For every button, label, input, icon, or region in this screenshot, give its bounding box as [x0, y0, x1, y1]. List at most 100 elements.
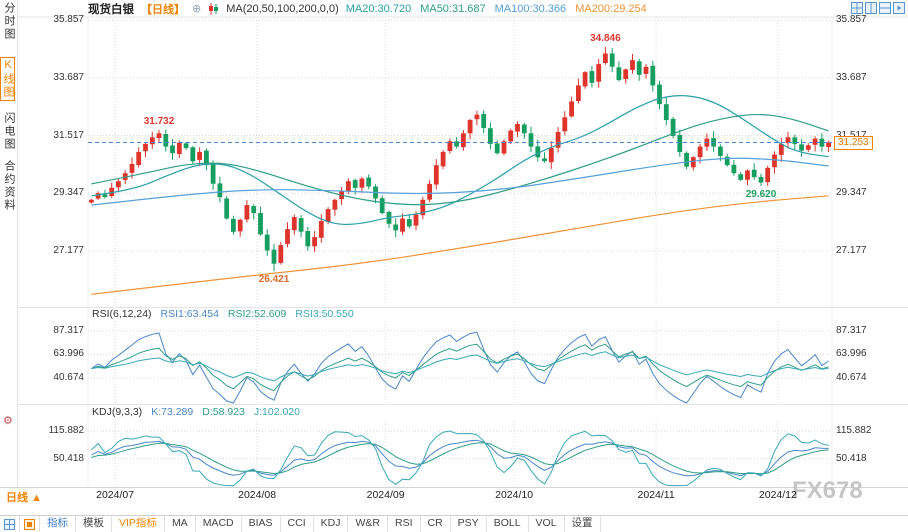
toolbar-tab-vol[interactable]: VOL: [529, 516, 565, 532]
candle-body: [231, 218, 236, 232]
toolbar-tab-templates[interactable]: 模板: [76, 516, 112, 532]
toolbar-tab-settings[interactable]: 设置: [565, 516, 601, 532]
kdj-tick-label: 50.418: [836, 452, 867, 464]
kdj-line: [91, 439, 829, 477]
toolbar-tab-cci[interactable]: CCI: [281, 516, 314, 532]
toolbar-tab-kdj[interactable]: KDJ: [314, 516, 349, 532]
candle-body: [650, 65, 656, 86]
vertical-split-icon[interactable]: [865, 2, 877, 14]
candle-body: [792, 137, 798, 144]
candle-body: [542, 158, 547, 162]
candle-body: [454, 141, 459, 147]
sidebar-item-time-chart[interactable]: 分时图: [3, 2, 15, 41]
candle-body: [149, 137, 155, 145]
ma-value: MA200:29.254: [575, 2, 647, 15]
ma-group-label: MA(20,50,100,200,0,0): [226, 2, 339, 15]
rsi-value: RSI3:50.550: [295, 308, 354, 320]
sidebar-item-kline-chart[interactable]: K线图: [0, 57, 15, 101]
period-tag[interactable]: 【日线】: [141, 3, 185, 16]
candle-body: [636, 61, 642, 75]
ma50-line: [91, 113, 829, 206]
candle-body: [799, 144, 804, 151]
price-annotation: 31.732: [143, 115, 175, 127]
grid-layout-icon[interactable]: [851, 2, 863, 14]
toolbar-tab-psy[interactable]: PSY: [451, 516, 487, 532]
chevron-up-icon: ▲: [31, 492, 42, 504]
candle-body: [129, 163, 135, 173]
candle-body: [494, 143, 500, 154]
kdj-values: K:73.289 D:58.923 J:102.020: [151, 406, 300, 418]
candle-body: [420, 199, 426, 216]
ma20-line: [91, 95, 829, 226]
candle-body: [433, 165, 439, 185]
candle-body: [467, 120, 473, 134]
toolbar-tab-vip-indicators[interactable]: VIP指标: [112, 516, 165, 532]
toolbar-tab-rsi[interactable]: RSI: [388, 516, 421, 532]
toolbar-tab-bias[interactable]: BIAS: [242, 516, 281, 532]
rsi-tick-label: 87.317: [53, 324, 84, 336]
candle-body: [109, 187, 115, 197]
candle-body: [393, 224, 399, 231]
expand-icon[interactable]: ⊕: [192, 3, 202, 15]
toolbar-filler: [601, 516, 908, 532]
x-axis-label: 2024/11: [637, 489, 675, 501]
candle-body: [677, 135, 683, 152]
candle-body: [352, 180, 358, 188]
rsi-line: [91, 343, 829, 392]
candle-body: [237, 219, 243, 232]
candle-body: [724, 156, 730, 166]
vip-template-icon[interactable]: [20, 516, 40, 532]
toolbar-tab-cr[interactable]: CR: [421, 516, 451, 532]
candle-body: [785, 137, 791, 144]
ma200-line: [91, 195, 829, 295]
period-button[interactable]: 日线 ▲: [6, 489, 42, 505]
candle-body: [346, 181, 351, 191]
candle-body: [413, 214, 419, 226]
candle-body: [366, 177, 372, 187]
kdj-tick-label: 115.882: [48, 425, 84, 437]
kdj-header: KDJ(9,3,3) K:73.289 D:58.923 J:102.020: [92, 406, 300, 418]
horizontal-split-icon[interactable]: [879, 2, 891, 14]
candle-body: [630, 60, 635, 70]
price-tick-label: 35.857: [53, 14, 84, 25]
rsi-tick-label: 87.317: [836, 324, 867, 336]
candle-body: [251, 206, 257, 214]
indicator-settings-icon[interactable]: ⚙: [3, 415, 13, 427]
candle-body: [508, 130, 514, 142]
sidebar-item-lightning-chart[interactable]: 闪电图: [3, 112, 15, 151]
price-tick-label: 29.347: [53, 187, 84, 199]
candle-body: [623, 69, 629, 79]
candle-body: [210, 164, 216, 184]
candle-body: [819, 138, 825, 147]
candle-body: [176, 142, 182, 155]
x-axis-label: 2024/07: [96, 489, 135, 501]
toolbar-tab-boll[interactable]: BOLL: [487, 516, 529, 532]
toolbar-tab-wr[interactable]: W&R: [348, 516, 388, 532]
toolbar-tab-macd[interactable]: MACD: [196, 516, 242, 532]
candle-body: [325, 209, 331, 222]
candle-body: [657, 84, 662, 105]
sidebar-item-contract-info[interactable]: 合约资料: [3, 160, 15, 212]
kdj-tick-label: 115.882: [836, 425, 872, 437]
price-tick-label: 29.347: [836, 187, 867, 199]
candle-body: [758, 176, 764, 183]
rsi-tick-label: 40.674: [53, 372, 84, 383]
x-axis-label: 2024/09: [366, 489, 405, 501]
candle-body: [535, 146, 541, 158]
next-pane-icon[interactable]: [893, 2, 905, 14]
candle-body: [163, 134, 169, 147]
kdj-title: KDJ(9,3,3): [92, 406, 143, 418]
chart-grid-icon[interactable]: [0, 516, 20, 532]
toolbar-tab-ma[interactable]: MA: [165, 516, 196, 532]
candle-body: [440, 151, 446, 167]
candle-body: [738, 174, 744, 180]
rsi-line: [91, 331, 829, 404]
candle-body: [576, 85, 581, 101]
rsi-header: RSI(6,12,24) RSI1:63.454 RSI2:52.609 RSI3:…: [92, 308, 354, 320]
candle-body: [406, 219, 412, 227]
watermark: FX678: [792, 477, 863, 504]
toolbar-tab-indicators[interactable]: 指标: [40, 516, 76, 532]
period-button-label: 日线: [6, 492, 28, 504]
